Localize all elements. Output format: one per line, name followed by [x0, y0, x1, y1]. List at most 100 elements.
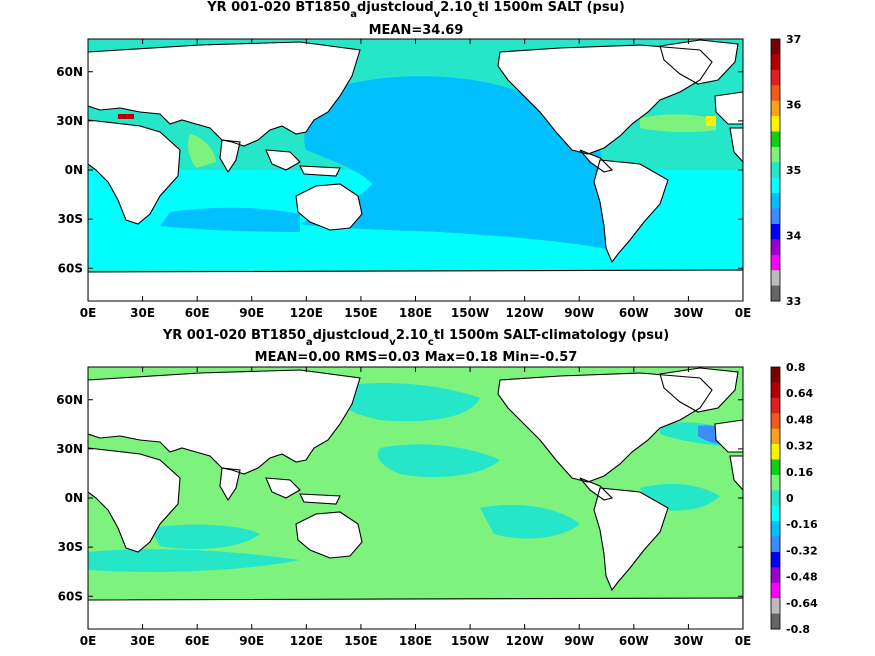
colorbar-segment [771, 444, 780, 460]
panel2-colorbar: 0.8 0.64 0.48 0.32 0.16 0 -0.16 -0.32 -0.48 -0.64… [770, 361, 818, 636]
y-tick-label: 0N [65, 491, 83, 505]
x-tick-label: 30E [130, 306, 155, 320]
colorbar-segment [771, 100, 780, 117]
colorbar-segment [771, 239, 780, 256]
x-tick-label: 60W [619, 634, 649, 648]
colorbar-segment [771, 285, 780, 302]
colorbar-segment [771, 567, 780, 584]
colorbar-segment [771, 582, 780, 599]
colorbar-frame [770, 366, 781, 630]
colorbar-segment [771, 208, 780, 225]
title-segment: tl 1500m SALT-climatology (psu) [434, 328, 669, 343]
title-segment: djustcloud [357, 0, 434, 15]
x-tick-label: 90W [564, 634, 594, 648]
title-segment: tl 1500m SALT (psu) [478, 0, 625, 15]
x-tick-label: 180E [399, 634, 432, 648]
panel1-mediterranean [118, 114, 134, 119]
colorbar-segment [771, 270, 780, 287]
y-tick-label: 30S [58, 212, 83, 226]
panel1-atlantic-max [706, 116, 716, 126]
x-tick-label: 0E [735, 306, 752, 320]
colorbar-segment [771, 146, 780, 163]
colorbar-tick-label: -0.8 [786, 623, 810, 636]
panel2-patch-indian [150, 524, 260, 550]
colorbar-segment [771, 223, 780, 240]
x-tick-label: 120E [290, 634, 323, 648]
colorbar-tick-label: -0.16 [786, 518, 818, 531]
panel2-patch-south-pacific [480, 504, 580, 539]
title-segment: c [428, 337, 434, 348]
title-segment: a [306, 337, 313, 348]
x-tick-label: 120E [290, 306, 323, 320]
panel2-y-ticks: 60N 30N 0N 30S 60S [56, 393, 743, 603]
x-tick-label: 30W [673, 306, 703, 320]
x-tick-label: 150W [451, 306, 489, 320]
panel1-title: YR 001-020 BT1850adjustcloudv2.10ctl 150… [206, 0, 625, 20]
title-segment: djustcloud [313, 328, 390, 343]
title-segment: v [389, 337, 396, 348]
x-tick-label: 150E [344, 634, 377, 648]
panel2-field [88, 367, 743, 629]
x-tick-label: 90W [564, 306, 594, 320]
colorbar-segment [771, 254, 780, 271]
panel1-field [88, 39, 743, 301]
title-segment: 2.10 [440, 0, 472, 15]
panel2-patch-central-pacific [377, 444, 500, 478]
colorbar-segment [771, 367, 780, 383]
x-tick-label: 120W [506, 634, 544, 648]
panel1-pacific-region [300, 76, 612, 250]
colorbar-segment [771, 459, 780, 476]
colorbar-segment [771, 382, 780, 399]
colorbar-segment [771, 193, 780, 210]
colorbar-tick-label: -0.48 [786, 571, 818, 584]
colorbar-tick-label: 0.48 [786, 413, 813, 426]
colorbar-segment [771, 598, 780, 615]
panel1-subtitle: MEAN=34.69 [369, 23, 464, 38]
colorbar-segment [771, 413, 780, 430]
colorbar-segment [771, 428, 780, 445]
panel1-colorbar: 37 36 35 34 33 [770, 33, 802, 308]
panel1-indian-ocean-region [160, 207, 300, 232]
colorbar-segment [771, 39, 780, 55]
colorbar-segment [771, 490, 780, 507]
colorbar-tick-label: 0.32 [786, 440, 813, 453]
title-segment: 2.10 [396, 328, 428, 343]
colorbar-segment [771, 116, 780, 132]
colorbar-segment [771, 536, 780, 553]
colorbar-segment [771, 54, 780, 71]
y-tick-label: 30S [58, 540, 83, 554]
colorbar-tick-label: 0 [786, 492, 794, 505]
colorbar-tick-label: 36 [786, 99, 802, 112]
x-tick-label: 0E [80, 306, 97, 320]
y-tick-label: 60S [58, 261, 83, 275]
title-segment: YR 001-020 BT1850 [206, 0, 350, 15]
x-tick-label: 90E [239, 634, 264, 648]
y-tick-label: 60S [58, 589, 83, 603]
colorbar-segment [771, 474, 780, 491]
colorbar-segment [771, 551, 780, 568]
x-tick-label: 60E [185, 306, 210, 320]
panel2-subtitle: MEAN=0.00 RMS=0.03 Max=0.18 Min=-0.57 [255, 350, 578, 365]
colorbar-segment [771, 162, 780, 179]
panel2-title: YR 001-020 BT1850adjustcloudv2.10ctl 150… [162, 328, 669, 348]
x-tick-label: 120W [506, 306, 544, 320]
panel2-map: 0E 30E 60E 90E 120E 150E 180E 150W 120W 90W 60W 30W… [56, 361, 818, 648]
colorbar-tick-label: 34 [786, 230, 802, 243]
colorbar-tick-label: 0.8 [786, 361, 806, 374]
panel1-atlantic-green [640, 114, 716, 133]
colorbar-tick-label: -0.64 [786, 597, 818, 610]
colorbar-segment [771, 131, 780, 148]
x-tick-label: 30E [130, 634, 155, 648]
colorbar-tick-label: 0.16 [786, 466, 813, 479]
y-tick-label: 60N [56, 393, 83, 407]
colorbar-tick-label: 35 [786, 164, 801, 177]
colorbar-segment [771, 613, 780, 630]
x-tick-label: 30W [673, 634, 703, 648]
x-tick-label: 90E [239, 306, 264, 320]
x-tick-label: 60E [185, 634, 210, 648]
y-tick-label: 30N [56, 114, 83, 128]
panel2-patch-north-pacific [330, 383, 480, 422]
panel1-southern-ocean [88, 230, 743, 270]
colorbar-segment [771, 521, 780, 538]
